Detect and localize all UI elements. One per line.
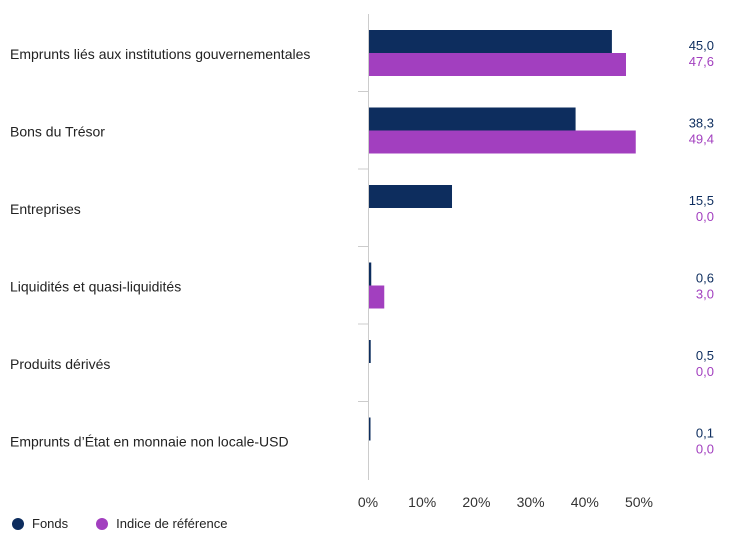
bar-fonds <box>368 185 453 208</box>
category-label: Entreprises <box>10 201 81 217</box>
x-tick-label: 50% <box>625 494 653 510</box>
category-labels: Emprunts liés aux institutions gouvernem… <box>10 46 310 450</box>
bar-fonds <box>368 262 372 286</box>
value-label-indice: 0,0 <box>696 364 714 379</box>
value-label-indice: 47,6 <box>689 54 714 69</box>
category-label: Bons du Trésor <box>10 124 105 140</box>
bar-indice <box>368 53 626 76</box>
category-label: Emprunts liés aux institutions gouvernem… <box>10 46 310 62</box>
bar-indice <box>368 130 636 154</box>
value-label-fonds: 45,0 <box>689 38 714 53</box>
bar-fonds <box>368 417 371 441</box>
value-label-fonds: 0,5 <box>696 348 714 363</box>
bar-fonds <box>368 30 612 53</box>
legend-label-indice: Indice de référence <box>116 516 228 531</box>
value-label-fonds: 15,5 <box>689 193 714 208</box>
x-tick-label: 20% <box>462 494 490 510</box>
x-tick-label: 10% <box>408 494 436 510</box>
bars <box>368 30 636 441</box>
legend: Fonds Indice de référence <box>12 516 255 531</box>
value-label-indice: 3,0 <box>696 287 714 302</box>
legend-dot-fonds-icon <box>12 517 24 530</box>
category-label: Liquidités et quasi-liquidités <box>10 279 181 295</box>
value-label-fonds: 38,3 <box>689 116 714 131</box>
axis: 0% 10% 20% 30% 40% 50% <box>358 14 653 510</box>
category-label: Emprunts d’État en monnaie non locale-US… <box>10 434 289 450</box>
legend-dot-indice-icon <box>96 517 109 530</box>
x-tick-label: 40% <box>571 494 599 510</box>
value-label-indice: 0,0 <box>696 442 714 457</box>
x-tick-label: 30% <box>517 494 545 510</box>
value-label-fonds: 0,6 <box>696 271 714 286</box>
value-label-indice: 0,0 <box>696 209 714 224</box>
value-label-indice: 49,4 <box>689 132 714 147</box>
bar-chart: Emprunts liés aux institutions gouvernem… <box>10 14 714 510</box>
category-label: Produits dérivés <box>10 356 110 372</box>
value-labels: 45,047,638,349,415,50,00,63,00,50,00,10,… <box>689 38 714 457</box>
bar-fonds <box>368 340 371 363</box>
bar-fonds <box>368 107 576 131</box>
legend-item-fonds: Fonds <box>12 516 68 531</box>
x-tick-label: 0% <box>358 494 378 510</box>
bar-indice <box>368 285 385 309</box>
legend-label-fonds: Fonds <box>32 516 69 531</box>
value-label-fonds: 0,1 <box>696 426 714 441</box>
legend-item-indice: Indice de référence <box>96 516 227 531</box>
